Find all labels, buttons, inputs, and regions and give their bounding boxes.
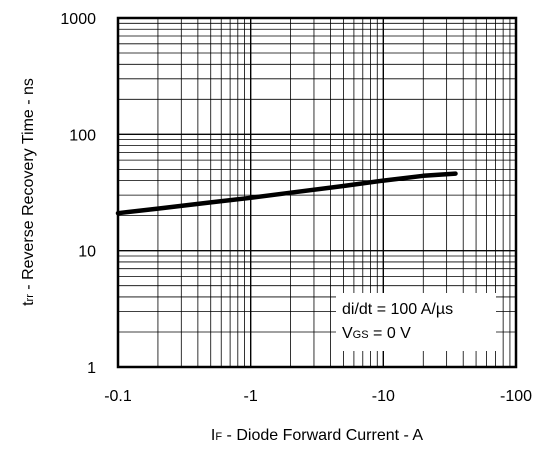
y-tick-labels: 1 10 100 1000	[60, 11, 96, 377]
annotation-vgs-suffix: = 0 V	[369, 325, 412, 342]
y-tick-label: 1	[87, 360, 96, 377]
x-axis-label-sub: F	[215, 431, 222, 443]
x-axis-label-suffix: - Diode Forward Current - A	[222, 427, 423, 444]
annotation-vgs-sub: GS	[353, 329, 369, 341]
annotation-didt: di/dt = 100 A/µs	[342, 301, 453, 318]
plot-border	[116, 16, 518, 369]
x-tick-labels: -0.1 -1 -10 -100	[104, 388, 532, 405]
y-tick-label: 100	[69, 127, 96, 144]
series-line	[115, 171, 458, 216]
y-tick-label: 10	[78, 244, 96, 261]
y-tick-label: 1000	[60, 11, 96, 28]
y-axis-label-sub: rr	[24, 294, 36, 302]
annotation-vgs: VGS = 0 V	[342, 325, 411, 342]
y-axis-label-suffix: - Reverse Recovery Time - ns	[20, 78, 37, 294]
annotation-background	[336, 293, 496, 351]
x-tick-label: -1	[244, 388, 258, 405]
x-axis-label: IF - Diode Forward Current - A	[211, 427, 423, 444]
annotation-vgs-prefix: V	[342, 325, 353, 342]
x-axis-label-prefix: I	[211, 427, 215, 444]
x-tick-label: -100	[500, 388, 532, 405]
x-tick-label: -0.1	[104, 388, 132, 405]
y-axis-label-prefix: t	[20, 301, 37, 306]
y-axis-label: trr - Reverse Recovery Time - ns	[20, 78, 37, 306]
x-tick-label: -10	[372, 388, 395, 405]
